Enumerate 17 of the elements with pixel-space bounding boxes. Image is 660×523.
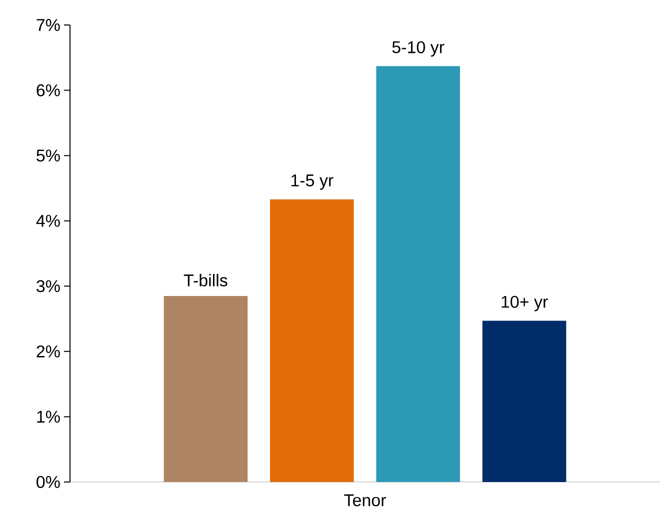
y-tick-label: 3%	[36, 280, 60, 292]
y-tick-label: 7%	[36, 19, 60, 31]
bar	[270, 199, 354, 482]
y-tick-label: 5%	[36, 150, 60, 162]
y-tick-label: 6%	[36, 84, 60, 96]
y-tick-label: 2%	[36, 345, 60, 358]
series-label: 5-10 yr	[392, 41, 444, 57]
bar	[164, 296, 248, 482]
series-label: T-bills	[184, 274, 228, 286]
series-label: 1-5 yr	[291, 174, 334, 190]
series-label: 10+ yr	[502, 296, 548, 312]
y-tick-label: 1%	[37, 410, 60, 423]
bar	[482, 320, 566, 482]
x-axis-title: Tenor	[344, 494, 386, 506]
bar	[376, 66, 460, 482]
y-tick-label: 4%	[36, 214, 60, 227]
y-tick-label: 0%	[36, 476, 60, 488]
